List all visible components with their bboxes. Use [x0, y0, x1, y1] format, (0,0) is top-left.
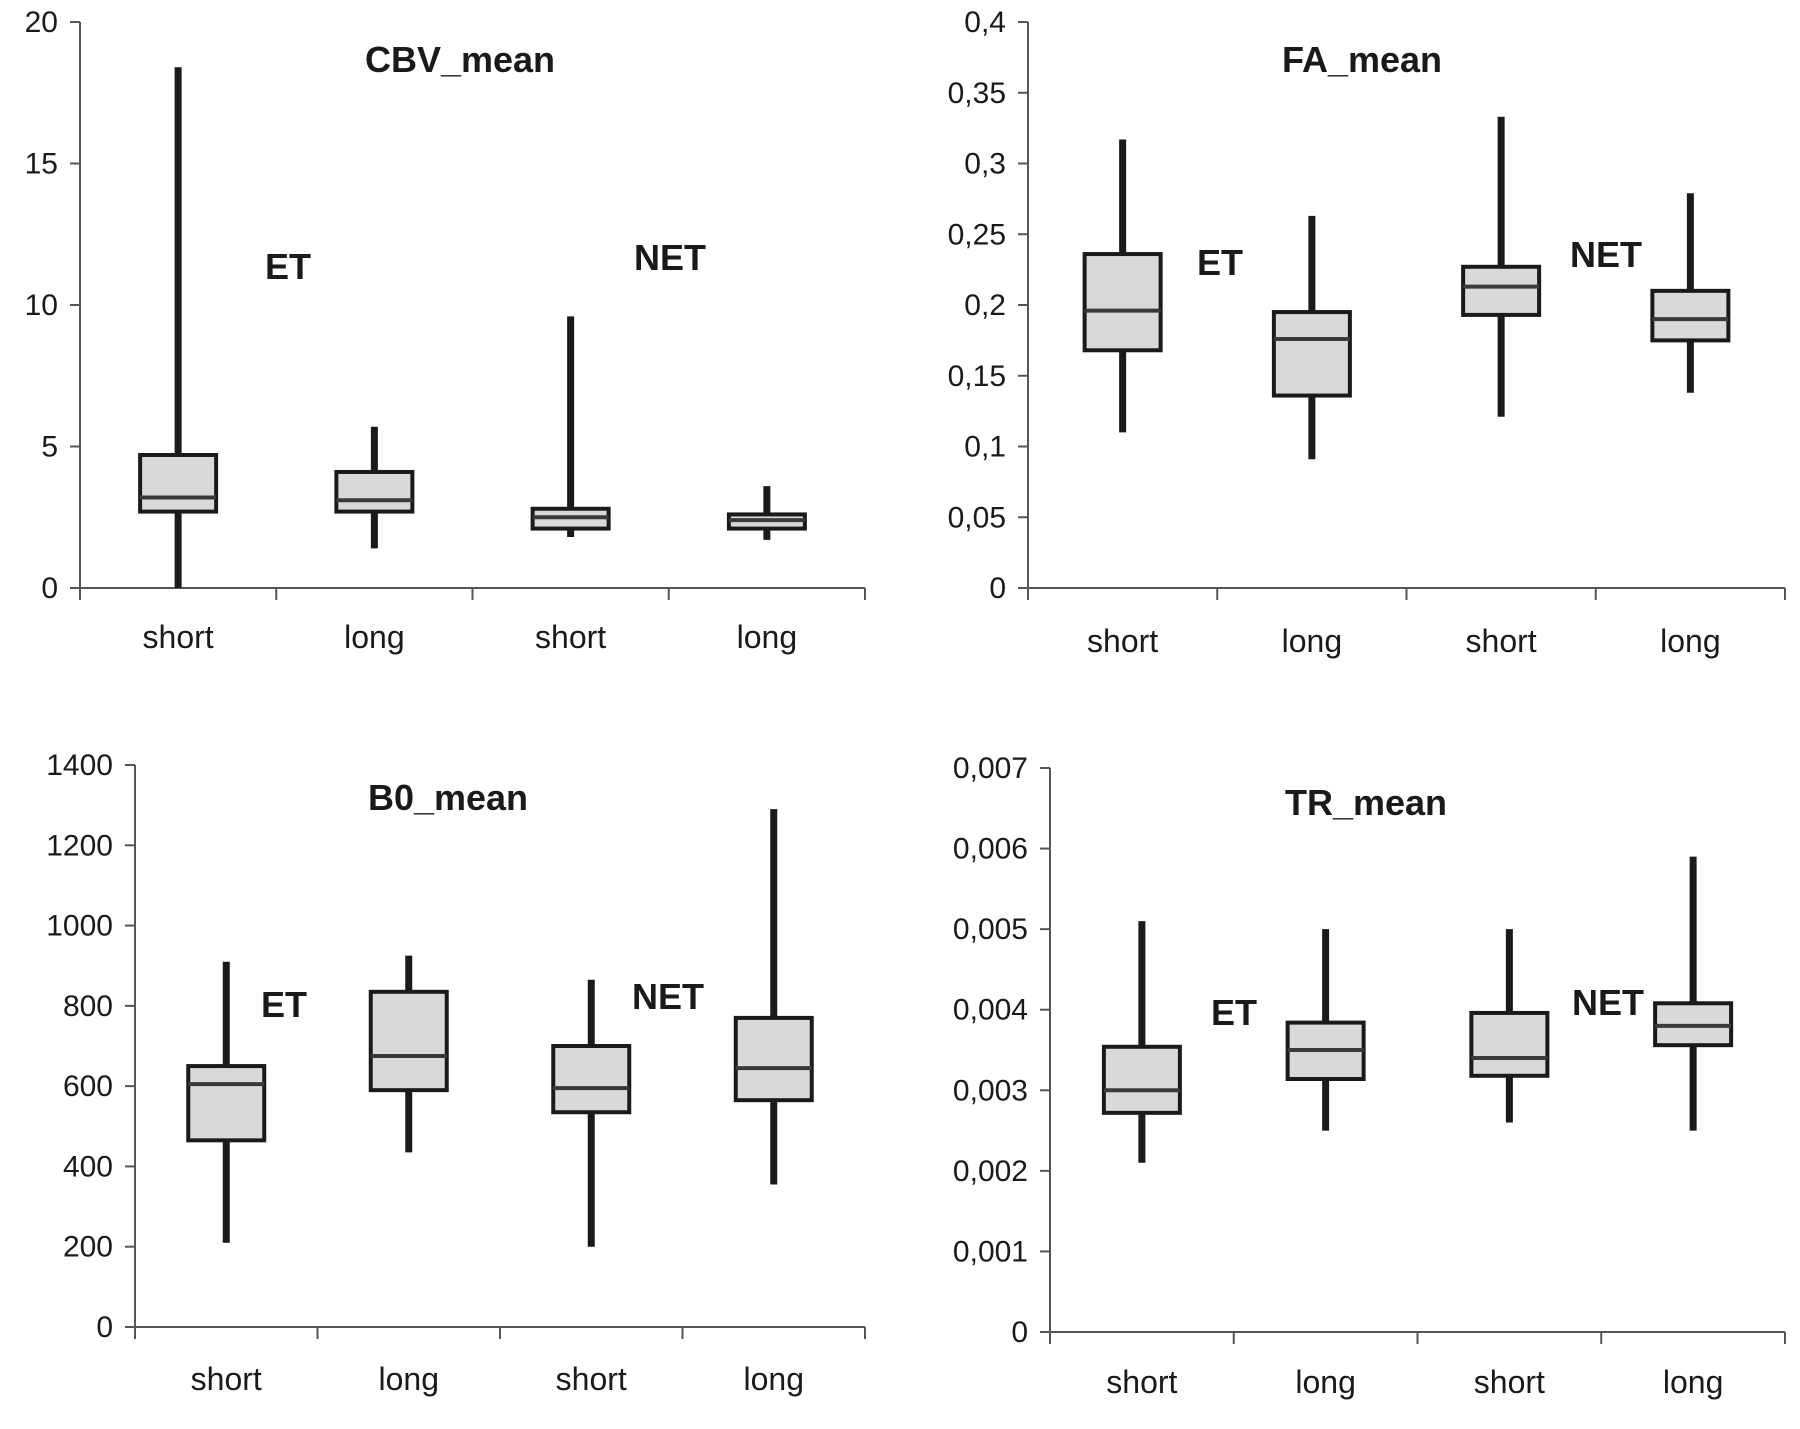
- y-tick-label: 20: [25, 6, 58, 39]
- y-tick-label: 800: [63, 990, 113, 1023]
- group-label: NET: [634, 237, 706, 278]
- group-label: NET: [632, 976, 704, 1017]
- x-category-label: long: [1663, 1364, 1724, 1400]
- group-label: ET: [1197, 242, 1243, 283]
- x-category-label: short: [535, 619, 606, 655]
- y-tick-label: 0,004: [953, 994, 1028, 1027]
- chart-title: B0_mean: [368, 777, 528, 818]
- x-category-label: long: [1282, 623, 1343, 659]
- y-tick-label: 0,006: [953, 833, 1028, 866]
- y-tick-label: 0: [989, 572, 1006, 605]
- x-category-label: short: [143, 619, 214, 655]
- chart-title: CBV_mean: [365, 39, 555, 80]
- y-tick-label: 0,007: [953, 752, 1028, 785]
- y-tick-label: 15: [25, 148, 58, 181]
- y-tick-label: 0,3: [964, 148, 1006, 181]
- y-tick-label: 0: [96, 1311, 113, 1344]
- y-tick-label: 0: [1011, 1316, 1028, 1349]
- box-iqr: [1082, 252, 1163, 353]
- y-tick-label: 5: [41, 431, 58, 464]
- y-tick-label: 0,003: [953, 1074, 1028, 1107]
- y-tick-label: 0: [41, 572, 58, 605]
- chart-title: TR_mean: [1285, 782, 1447, 823]
- chart-title: FA_mean: [1282, 39, 1442, 80]
- x-category-label: long: [737, 619, 798, 655]
- y-tick-label: 0,2: [964, 289, 1006, 322]
- box-iqr: [1461, 264, 1542, 317]
- group-label: NET: [1572, 982, 1644, 1023]
- chart-panel: 0 5 10 15 20 short long short long CBV_mean ET NET: [25, 6, 866, 655]
- x-category-label: long: [379, 1361, 440, 1397]
- y-tick-label: 400: [63, 1150, 113, 1183]
- y-tick-label: 0,25: [948, 218, 1006, 251]
- box-iqr: [138, 452, 219, 514]
- box-iqr: [551, 1044, 632, 1115]
- box-iqr: [186, 1064, 267, 1143]
- y-tick-label: 600: [63, 1070, 113, 1103]
- group-label: ET: [1211, 992, 1257, 1033]
- y-tick-label: 1000: [46, 910, 113, 943]
- box-iqr: [1101, 1044, 1182, 1115]
- y-tick-label: 0,4: [964, 6, 1006, 39]
- x-category-label: long: [1295, 1364, 1356, 1400]
- y-tick-label: 10: [25, 289, 58, 322]
- chart-panel: 0 0,001 0,002 0,003 0,004 0,005 0,006 0,007 shor…: [953, 752, 1786, 1400]
- box-iqr: [1469, 1010, 1550, 1078]
- box-iqr: [1271, 310, 1352, 398]
- x-category-label: long: [1660, 623, 1721, 659]
- group-label: NET: [1570, 234, 1642, 275]
- y-tick-label: 1400: [46, 749, 113, 782]
- x-category-label: short: [1106, 1364, 1177, 1400]
- box-iqr: [334, 469, 415, 514]
- group-label: ET: [261, 984, 307, 1025]
- y-tick-label: 1200: [46, 829, 113, 862]
- chart-panel: 0 0,05 0,1 0,15 0,2 0,25 0,3 0,35 0,4 short long sh…: [948, 6, 1786, 659]
- box-iqr: [1650, 288, 1731, 343]
- y-tick-label: 200: [63, 1231, 113, 1264]
- box-iqr: [733, 1015, 814, 1103]
- y-tick-label: 0,35: [948, 77, 1006, 110]
- box-iqr: [368, 989, 449, 1093]
- y-tick-label: 0,002: [953, 1155, 1028, 1188]
- y-tick-label: 0,05: [948, 501, 1006, 534]
- y-tick-label: 0,1: [964, 431, 1006, 464]
- chart-panel: 0 200 400 600 800 1000 1200 1400 short long short l…: [46, 749, 866, 1397]
- x-category-label: short: [1466, 623, 1537, 659]
- x-category-label: long: [744, 1361, 805, 1397]
- y-tick-label: 0,15: [948, 360, 1006, 393]
- y-tick-label: 0,005: [953, 913, 1028, 946]
- group-label: ET: [265, 246, 311, 287]
- y-tick-label: 0,001: [953, 1235, 1028, 1268]
- x-category-label: short: [191, 1361, 262, 1397]
- x-category-label: short: [1474, 1364, 1545, 1400]
- x-category-label: short: [1087, 623, 1158, 659]
- x-category-label: short: [556, 1361, 627, 1397]
- x-category-label: long: [344, 619, 405, 655]
